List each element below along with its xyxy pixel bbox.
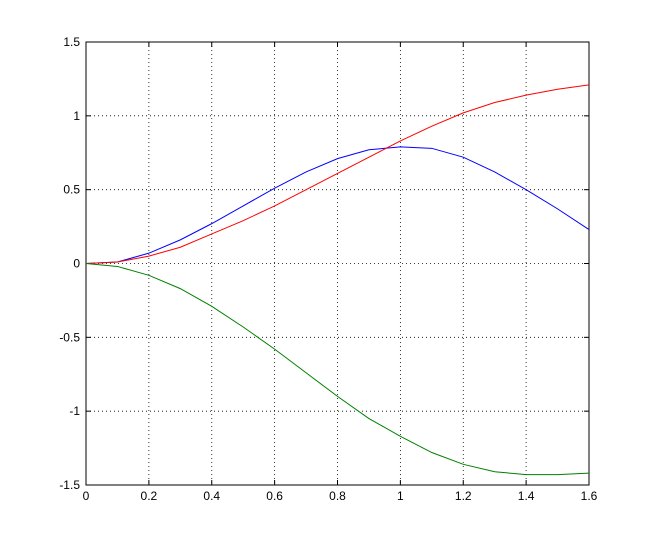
y-tick-label: -0.5 — [59, 330, 80, 344]
x-tick-label: 1 — [397, 489, 404, 503]
x-tick-label: 0.8 — [329, 489, 346, 503]
y-tick-label: -1 — [69, 404, 80, 418]
x-tick-label: 1.2 — [455, 489, 472, 503]
y-tick-label: 1 — [73, 109, 80, 123]
x-tick-label: 1.6 — [581, 489, 598, 503]
y-tick-label: 0 — [73, 257, 80, 271]
x-tick-label: 0.2 — [141, 489, 158, 503]
y-tick-label: 1.5 — [63, 35, 80, 49]
x-tick-label: 0.4 — [203, 489, 220, 503]
x-tick-label: 0.6 — [266, 489, 283, 503]
line-series — [85, 84, 590, 264]
line-series — [85, 263, 590, 476]
x-tick-label: 1.4 — [518, 489, 535, 503]
plot-area — [85, 41, 590, 486]
x-tick-label: 0 — [83, 489, 90, 503]
y-tick-label: 0.5 — [63, 183, 80, 197]
line-series — [85, 146, 590, 264]
y-tick-label: -1.5 — [59, 478, 80, 492]
